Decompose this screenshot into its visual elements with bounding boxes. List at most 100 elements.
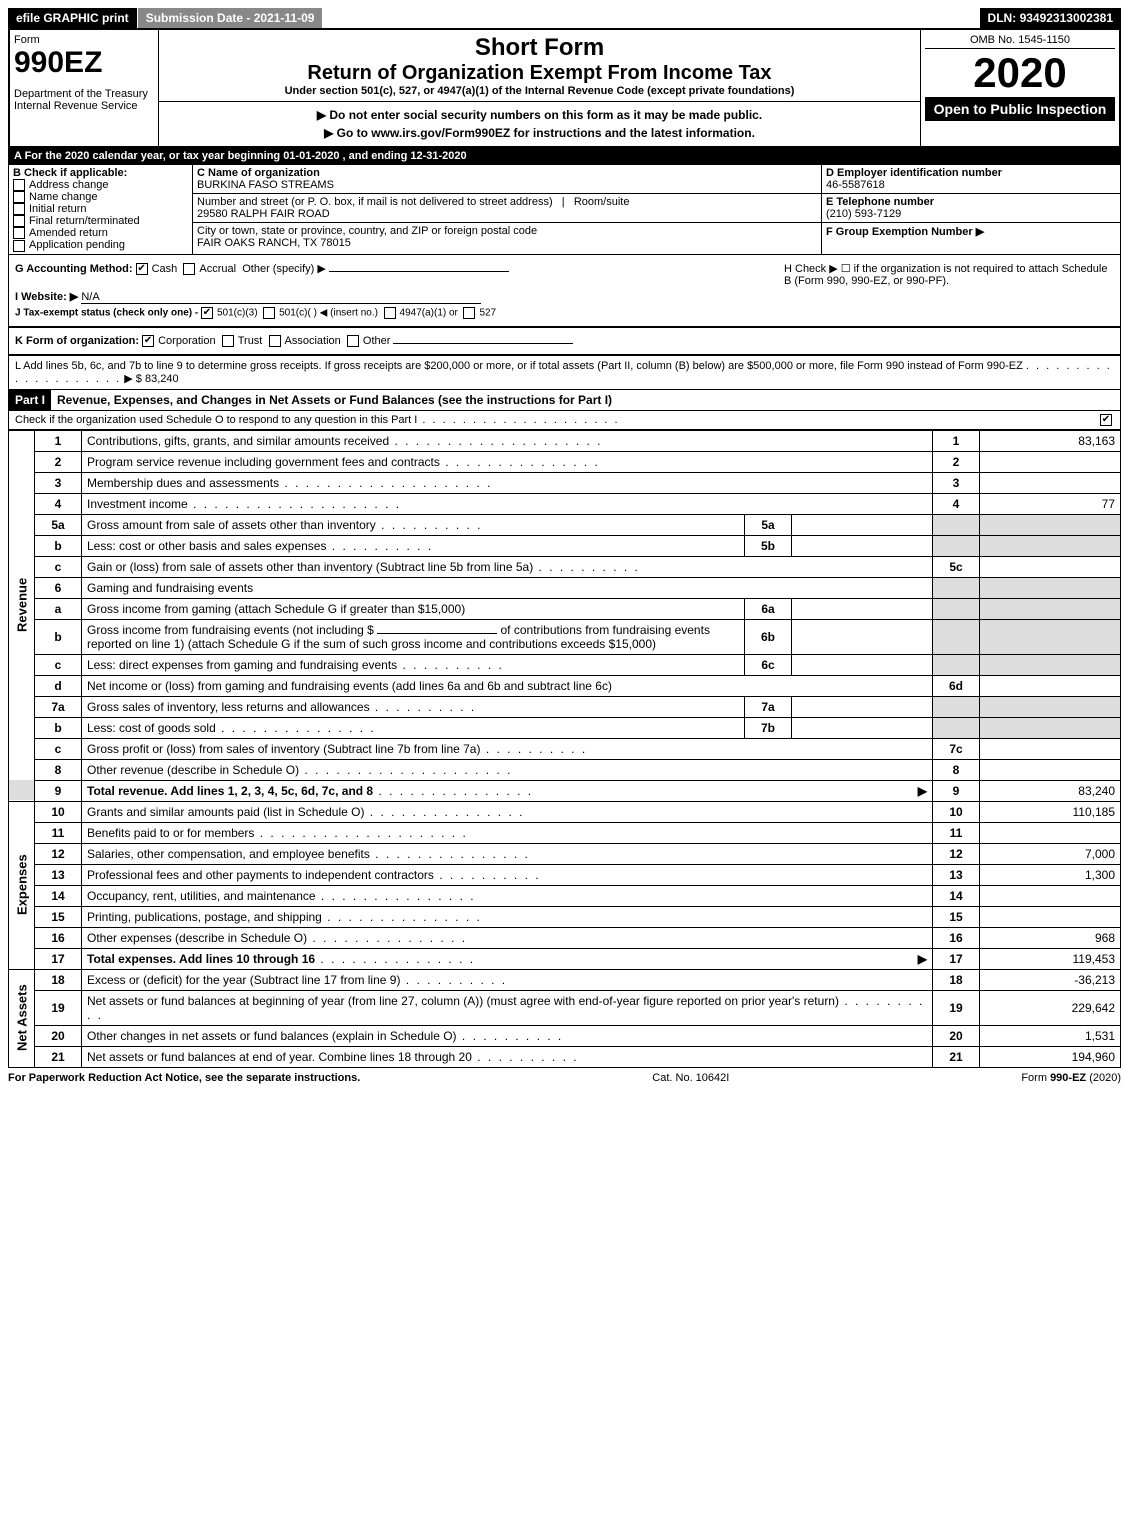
line-13-num: 13	[35, 864, 82, 885]
line-5a-ref-shade	[933, 514, 980, 535]
dept-treasury: Department of the Treasury	[14, 88, 154, 100]
line-7c-num: c	[35, 738, 82, 759]
line-18-amt: -36,213	[980, 969, 1121, 990]
cb-4947[interactable]	[384, 307, 396, 319]
cb-accrual[interactable]	[183, 263, 195, 275]
cb-application-pending[interactable]: Application pending	[13, 239, 188, 251]
efile-print-button[interactable]: efile GRAPHIC print	[8, 8, 138, 28]
form-word: Form	[14, 34, 154, 46]
line-14-ref: 14	[933, 885, 980, 906]
line-10-desc: Grants and similar amounts paid (list in…	[82, 801, 933, 822]
line-6c-subamt	[792, 654, 933, 675]
line-7c-desc: Gross profit or (loss) from sales of inv…	[82, 738, 933, 759]
cb-name-change[interactable]: Name change	[13, 191, 188, 203]
line-6c-subref: 6c	[745, 654, 792, 675]
line-20-amt: 1,531	[980, 1025, 1121, 1046]
line-6b-num: b	[35, 619, 82, 654]
line-5a-subamt	[792, 514, 933, 535]
cb-trust[interactable]	[222, 335, 234, 347]
line-12-desc: Salaries, other compensation, and employ…	[82, 843, 933, 864]
cb-address-change[interactable]: Address change	[13, 179, 188, 191]
form-header: Form 990EZ Department of the Treasury In…	[8, 28, 1121, 148]
line-5a-desc: Gross amount from sale of assets other t…	[82, 514, 745, 535]
line-10-amt: 110,185	[980, 801, 1121, 822]
cb-assoc[interactable]	[269, 335, 281, 347]
dln-display: DLN: 93492313002381	[980, 8, 1121, 28]
line-6d-num: d	[35, 675, 82, 696]
line-4-ref: 4	[933, 493, 980, 514]
line-9-num: 9	[35, 780, 82, 801]
cb-amended-return[interactable]: Amended return	[13, 227, 188, 239]
arrow-icon: ▶	[918, 952, 927, 966]
line-17-desc: Total expenses. Add lines 10 through 16 …	[82, 948, 933, 969]
cb-cash[interactable]	[136, 263, 148, 275]
line-7a-subref: 7a	[745, 696, 792, 717]
line-4-amt: 77	[980, 493, 1121, 514]
line-4-desc: Investment income	[82, 493, 933, 514]
line-6c-num: c	[35, 654, 82, 675]
cb-initial-return[interactable]: Initial return	[13, 203, 188, 215]
submission-date-button[interactable]: Submission Date - 2021-11-09	[138, 8, 324, 28]
cb-final-return[interactable]: Final return/terminated	[13, 215, 188, 227]
cb-501c3[interactable]	[201, 307, 213, 319]
f-group-label: F Group Exemption Number ▶	[826, 225, 1116, 238]
tel-value: (210) 593-7129	[826, 208, 1116, 220]
cb-501c[interactable]	[263, 307, 275, 319]
line-21-amt: 194,960	[980, 1046, 1121, 1067]
omb-number: OMB No. 1545-1150	[925, 34, 1115, 49]
line-7b-subref: 7b	[745, 717, 792, 738]
cb-corp[interactable]	[142, 335, 154, 347]
cb-527[interactable]	[463, 307, 475, 319]
line-5c-desc: Gain or (loss) from sale of assets other…	[82, 556, 933, 577]
line-12-amt: 7,000	[980, 843, 1121, 864]
line-6a-subamt	[792, 598, 933, 619]
i-website-label: I Website: ▶	[15, 291, 78, 303]
vlabel-expenses: Expenses	[9, 801, 35, 969]
line-8-desc: Other revenue (describe in Schedule O)	[82, 759, 933, 780]
line-3-ref: 3	[933, 472, 980, 493]
line-5b-subamt	[792, 535, 933, 556]
line-2-desc: Program service revenue including govern…	[82, 451, 933, 472]
vlabel-revenue: Revenue	[9, 430, 35, 780]
line-6a-desc: Gross income from gaming (attach Schedul…	[82, 598, 745, 619]
line-1-ref: 1	[933, 430, 980, 451]
goto-link[interactable]: ▶ Go to www.irs.gov/Form990EZ for instru…	[163, 124, 916, 142]
cb-schedule-o[interactable]	[1100, 414, 1112, 426]
line-20-num: 20	[35, 1025, 82, 1046]
line-6a-subref: 6a	[745, 598, 792, 619]
line-7b-num: b	[35, 717, 82, 738]
line-19-amt: 229,642	[980, 990, 1121, 1025]
line-15-num: 15	[35, 906, 82, 927]
footer-right: Form 990-EZ (2020)	[1021, 1072, 1121, 1084]
line-11-desc: Benefits paid to or for members	[82, 822, 933, 843]
part1-title: Revenue, Expenses, and Changes in Net As…	[51, 390, 618, 410]
dln-value: 93492313002381	[1020, 11, 1113, 25]
line-11-amt	[980, 822, 1121, 843]
line-16-desc: Other expenses (describe in Schedule O)	[82, 927, 933, 948]
line-5a-subref: 5a	[745, 514, 792, 535]
line-5a-amt-shade	[980, 514, 1121, 535]
part1-header-row: Part I Revenue, Expenses, and Changes in…	[8, 390, 1121, 411]
line-18-desc: Excess or (deficit) for the year (Subtra…	[82, 969, 933, 990]
line-8-num: 8	[35, 759, 82, 780]
l-text: L Add lines 5b, 6c, and 7b to line 9 to …	[15, 360, 1023, 372]
l-value: 83,240	[145, 373, 179, 385]
line-17-amt: 119,453	[980, 948, 1121, 969]
org-name: BURKINA FASO STREAMS	[197, 179, 817, 191]
line-6-desc: Gaming and fundraising events	[82, 577, 933, 598]
dln-label: DLN:	[988, 11, 1017, 25]
line-7b-desc: Less: cost of goods sold	[82, 717, 745, 738]
line-3-desc: Membership dues and assessments	[82, 472, 933, 493]
line-5a-num: 5a	[35, 514, 82, 535]
short-form-title: Short Form	[163, 34, 916, 62]
line-6d-ref: 6d	[933, 675, 980, 696]
line-11-num: 11	[35, 822, 82, 843]
cb-other-org[interactable]	[347, 335, 359, 347]
ein-value: 46-5587618	[826, 179, 1116, 191]
line-6a-num: a	[35, 598, 82, 619]
under-section: Under section 501(c), 527, or 4947(a)(1)…	[163, 85, 916, 97]
line-10-num: 10	[35, 801, 82, 822]
line-6b-desc: Gross income from fundraising events (no…	[82, 619, 745, 654]
line-2-ref: 2	[933, 451, 980, 472]
part1-lines-table: Revenue 1 Contributions, gifts, grants, …	[8, 430, 1121, 1068]
